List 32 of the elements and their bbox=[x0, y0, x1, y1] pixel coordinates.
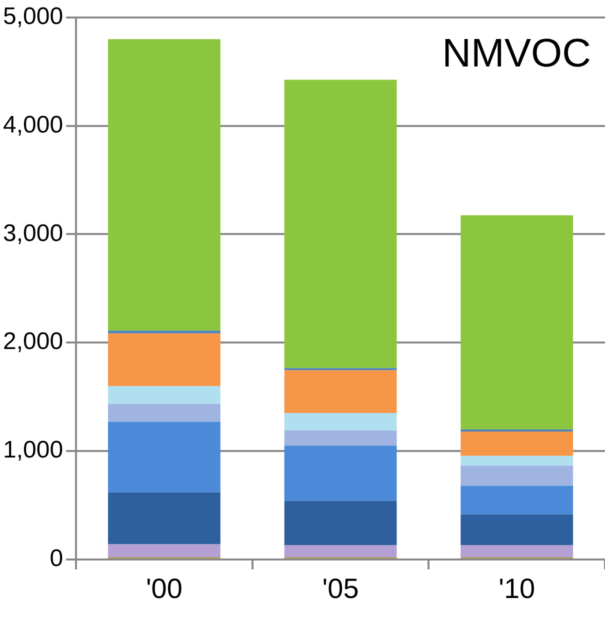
bar bbox=[284, 413, 397, 430]
y-tick-label: 5,000 bbox=[2, 3, 64, 30]
y-tick-label: 1,000 bbox=[2, 436, 64, 464]
bar bbox=[108, 330, 220, 334]
chart-title: NMVOC bbox=[442, 31, 591, 76]
y-tick-label: 0 bbox=[50, 545, 64, 572]
x-tick-label: '00 bbox=[146, 572, 182, 604]
bar bbox=[284, 446, 397, 501]
bar bbox=[108, 492, 220, 544]
bar bbox=[284, 545, 397, 558]
bar bbox=[460, 545, 574, 558]
bar bbox=[460, 431, 574, 456]
bar bbox=[460, 514, 574, 546]
y-tick-label: 3,000 bbox=[2, 220, 64, 247]
bar bbox=[284, 370, 397, 414]
y-tick-label: 2,000 bbox=[2, 328, 64, 356]
y-tick-label: 4,000 bbox=[2, 111, 64, 138]
x-tick-label: '05 bbox=[322, 572, 359, 604]
bar bbox=[108, 404, 220, 422]
bar bbox=[460, 456, 574, 466]
bar bbox=[460, 466, 574, 486]
bar bbox=[108, 333, 220, 386]
bar bbox=[284, 500, 397, 546]
x-tick-label: '10 bbox=[498, 572, 536, 604]
bar bbox=[460, 486, 574, 514]
bar bbox=[108, 422, 220, 492]
bar bbox=[108, 39, 220, 331]
bar bbox=[460, 215, 574, 430]
bar bbox=[284, 430, 397, 446]
bar bbox=[108, 386, 220, 404]
bar bbox=[284, 80, 397, 368]
bar bbox=[108, 544, 220, 558]
